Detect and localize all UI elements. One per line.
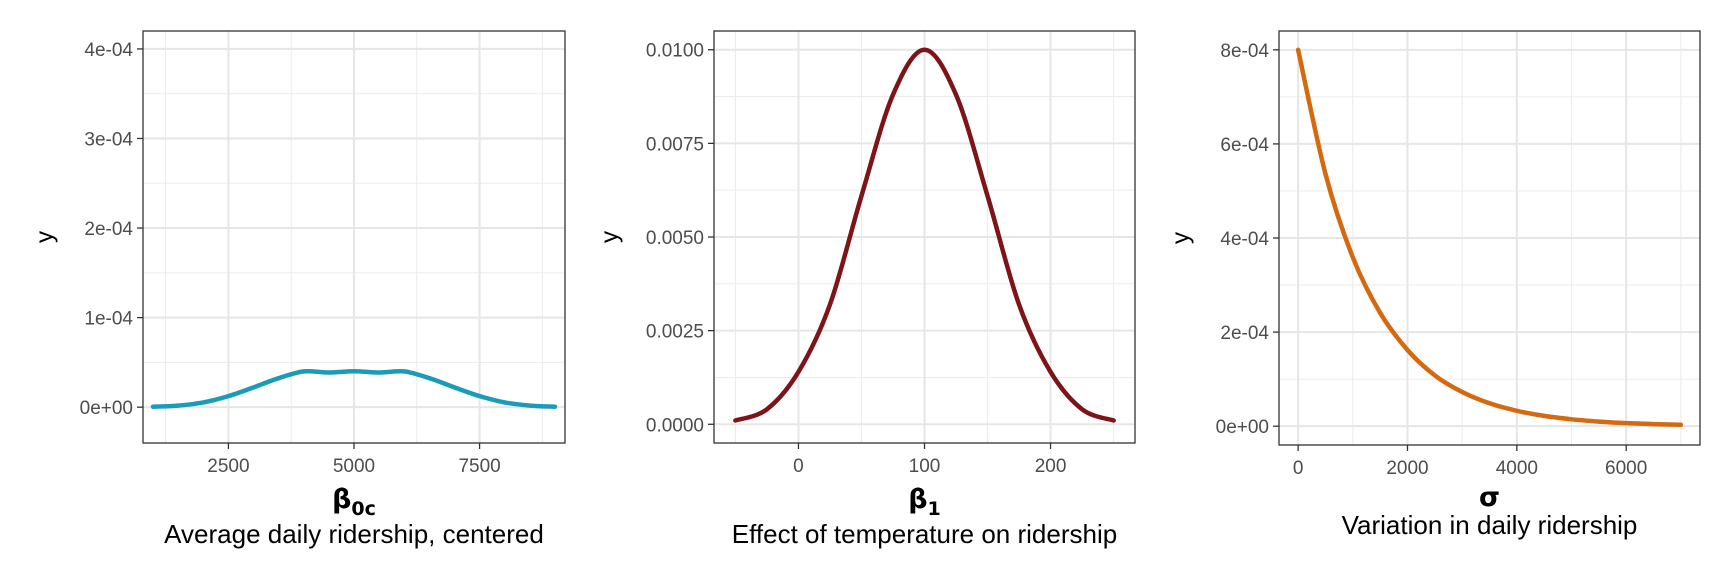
x-axis-symbol: σ — [1479, 482, 1500, 513]
panel-1: 2500 5000 7500 0e+00 1e-04 2e-04 3e-04 4e-04 y β0… — [32, 30, 566, 549]
y-tick-label: 4e-04 — [1220, 229, 1269, 250]
x-tick-label: 4000 — [1496, 458, 1538, 479]
y-tick-label: 1e-04 — [84, 309, 133, 330]
panel-3: 0 2000 4000 6000 0e+00 2e-04 4e-04 6e-04 8e-04 y σ… — [1168, 30, 1701, 540]
y-tick-label: 0.0050 — [646, 228, 704, 249]
y-axis-title: y — [1168, 232, 1195, 244]
x-axis-description: Average daily ridership, centered — [164, 519, 544, 549]
y-tick-label: 0.0000 — [646, 415, 704, 436]
x-axis-symbol: β — [332, 484, 351, 515]
x-axis-title: σ — [1479, 482, 1500, 513]
series-line — [733, 47, 1116, 423]
y-tick-label: 2e-04 — [84, 219, 133, 240]
y-tick-label: 0.0075 — [646, 134, 704, 155]
x-tick-label: 2500 — [207, 456, 249, 477]
x-tick-label: 5000 — [333, 456, 375, 477]
x-axis-description: Effect of temperature on ridership — [732, 519, 1117, 549]
y-tick-label: 0.0100 — [646, 41, 704, 62]
x-axis-title: β1 — [908, 484, 941, 520]
y-tick-label: 4e-04 — [84, 40, 133, 61]
x-axis-title: β0c — [332, 484, 376, 520]
x-axis-symbol: β — [908, 484, 927, 515]
y-tick-label: 8e-04 — [1220, 41, 1269, 62]
panel-2: 0 100 200 0.0000 0.0025 0.0050 0.0075 0.0100 y β1… — [597, 30, 1136, 549]
x-axis-description: Variation in daily ridership — [1342, 510, 1638, 540]
x-axis-subscript: 1 — [928, 498, 941, 520]
x-tick-label: 100 — [909, 456, 941, 477]
series-line — [1295, 47, 1684, 428]
x-tick-label: 200 — [1035, 456, 1067, 477]
y-tick-label: 6e-04 — [1220, 135, 1269, 156]
x-tick-label: 6000 — [1605, 458, 1647, 479]
x-tick-label: 0 — [1293, 458, 1304, 479]
y-tick-label: 0e+00 — [1216, 417, 1269, 438]
y-axis-title: y — [32, 231, 59, 243]
x-tick-label: 7500 — [458, 456, 500, 477]
x-tick-label: 0 — [793, 456, 804, 477]
y-tick-label: 3e-04 — [84, 129, 133, 150]
x-tick-label: 2000 — [1386, 458, 1428, 479]
series-line — [150, 368, 558, 409]
x-axis-subscript: 0c — [351, 498, 375, 520]
y-tick-label: 0e+00 — [80, 398, 133, 419]
y-tick-label: 0.0025 — [646, 322, 704, 343]
y-axis-title: y — [597, 231, 624, 243]
y-tick-label: 2e-04 — [1220, 323, 1269, 344]
